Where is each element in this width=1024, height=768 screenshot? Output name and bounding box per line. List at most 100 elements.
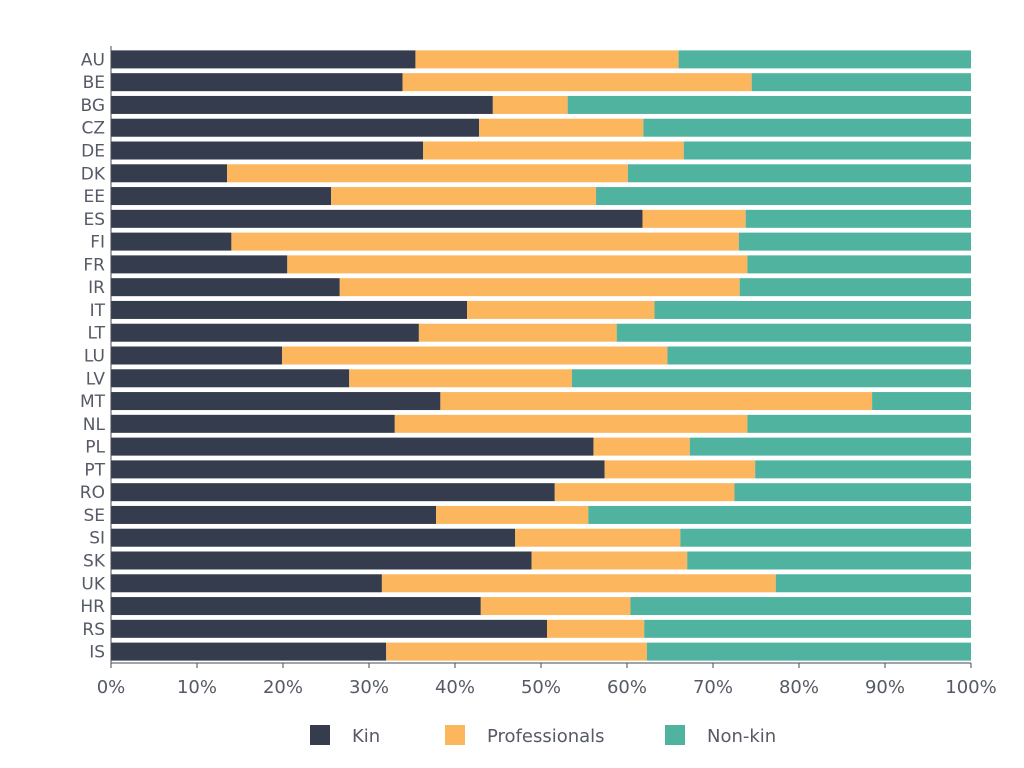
bar-ro-professionals (554, 483, 735, 502)
bar-au-non-kin (678, 50, 971, 69)
bar-lt-non-kin (616, 323, 971, 342)
bar-is-kin (111, 642, 387, 661)
bar-lt-kin (111, 323, 419, 342)
bar-uk-kin (111, 574, 382, 593)
category-label: ES (83, 210, 105, 230)
bar-be-kin (111, 73, 403, 92)
category-label: BE (83, 73, 105, 93)
category-label: AU (81, 50, 105, 70)
bar-it-non-kin (654, 300, 971, 319)
bar-mt-non-kin (872, 392, 971, 411)
x-tick-label: 90% (865, 677, 905, 698)
bar-ro-kin (111, 483, 555, 502)
category-label: PT (84, 460, 105, 480)
bar-es-professionals (642, 209, 746, 228)
bar-fr-kin (111, 255, 288, 274)
category-label: EE (84, 187, 105, 207)
bar-si-professionals (515, 528, 681, 547)
category-label: LT (87, 324, 105, 344)
category-label: RO (80, 483, 105, 503)
bar-ir-kin (111, 278, 340, 297)
bar-be-professionals (402, 73, 752, 92)
bar-lu-kin (111, 346, 283, 365)
bar-it-kin (111, 300, 468, 319)
bar-nl-kin (111, 414, 395, 433)
category-label: IR (88, 278, 105, 298)
bar-de-kin (111, 141, 424, 160)
bar-se-professionals (436, 505, 589, 524)
category-label: LU (84, 347, 105, 367)
bar-se-kin (111, 505, 437, 524)
bar-es-non-kin (745, 209, 971, 228)
bar-is-professionals (386, 642, 647, 661)
bar-cz-professionals (479, 118, 644, 137)
bar-cz-kin (111, 118, 480, 137)
category-label: DK (81, 164, 106, 184)
bar-it-professionals (467, 300, 655, 319)
bar-hr-non-kin (630, 597, 971, 616)
bar-lt-professionals (418, 323, 617, 342)
bar-es-kin (111, 209, 643, 228)
category-label: MT (80, 392, 106, 412)
bar-fr-professionals (287, 255, 748, 274)
bar-ir-non-kin (739, 278, 971, 297)
bar-bg-kin (111, 95, 493, 114)
bar-rs-kin (111, 619, 548, 638)
bar-lu-professionals (282, 346, 668, 365)
bar-uk-professionals (381, 574, 776, 593)
category-label: IT (90, 301, 106, 321)
category-label: SI (89, 529, 105, 549)
bar-mt-professionals (440, 392, 873, 411)
legend-swatch-kin (310, 725, 330, 745)
bar-ee-professionals (331, 187, 597, 206)
x-tick-label: 100% (945, 677, 996, 698)
bar-bg-professionals (492, 95, 568, 114)
category-label: SE (83, 506, 105, 526)
bar-lv-professionals (349, 369, 572, 388)
category-label: BG (80, 96, 105, 116)
bar-ee-non-kin (596, 187, 971, 206)
bar-pt-non-kin (755, 460, 971, 479)
x-tick-label: 60% (607, 677, 647, 698)
bar-si-kin (111, 528, 516, 547)
bar-se-non-kin (588, 505, 971, 524)
bar-pl-professionals (593, 437, 690, 456)
bar-cz-non-kin (643, 118, 971, 137)
category-label: HR (80, 597, 105, 617)
bar-pt-professionals (604, 460, 756, 479)
x-tick-label: 40% (435, 677, 475, 698)
x-tick-label: 50% (521, 677, 561, 698)
category-label: FI (90, 233, 105, 253)
x-tick-label: 80% (779, 677, 819, 698)
legend-label-kin: Kin (352, 726, 380, 747)
bar-fi-kin (111, 232, 232, 251)
bar-pt-kin (111, 460, 605, 479)
legend-label-professionals: Professionals (487, 726, 605, 747)
bar-fi-professionals (231, 232, 739, 251)
category-label: DE (81, 142, 105, 162)
bar-bg-non-kin (567, 95, 971, 114)
bars-group (111, 50, 971, 661)
bar-fr-non-kin (747, 255, 971, 274)
bar-hr-kin (111, 597, 481, 616)
bar-ir-professionals (339, 278, 740, 297)
x-tick-label: 10% (177, 677, 217, 698)
category-label: NL (83, 415, 106, 435)
bar-de-non-kin (683, 141, 971, 160)
x-tick-label: 70% (693, 677, 733, 698)
bar-lv-kin (111, 369, 350, 388)
legend-swatch-non-kin (665, 725, 685, 745)
bar-sk-professionals (531, 551, 688, 570)
bar-mt-kin (111, 392, 441, 411)
category-label: RS (82, 620, 105, 640)
bar-pl-kin (111, 437, 594, 456)
category-label: CZ (81, 119, 105, 139)
category-label: LV (86, 369, 106, 389)
bar-au-kin (111, 50, 416, 69)
category-label: PL (85, 438, 105, 458)
bar-dk-non-kin (627, 164, 971, 183)
bar-sk-non-kin (687, 551, 971, 570)
bar-sk-kin (111, 551, 532, 570)
legend-label-non-kin: Non-kin (707, 726, 776, 747)
